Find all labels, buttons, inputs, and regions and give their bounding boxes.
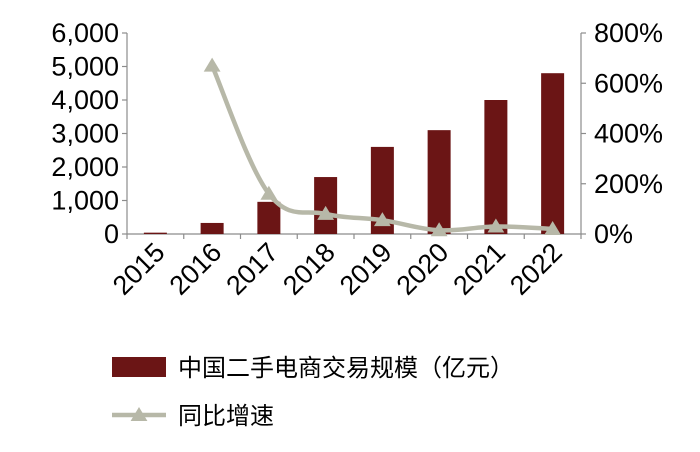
- right-y-tick-label: 400%: [594, 119, 663, 149]
- legend-bar-label: 中国二手电商交易规模（亿元）: [178, 354, 514, 382]
- bar-series: [143, 73, 565, 234]
- growth-marker-2019: [373, 212, 391, 227]
- bar-2019: [370, 146, 394, 234]
- growth-marker-2022: [544, 220, 562, 235]
- right-y-tick-label: 800%: [594, 18, 663, 48]
- left-y-tick-label: 5,000: [51, 52, 119, 82]
- growth-marker-2021: [487, 218, 505, 233]
- growth-line-series: [203, 57, 562, 237]
- growth-marker-2020: [430, 222, 448, 237]
- right-y-tick-labels: 0% 200% 400% 600% 800%: [594, 18, 663, 249]
- bar-2021: [484, 100, 508, 234]
- bar-2018: [314, 177, 338, 234]
- x-tick-label-2020: 2020: [391, 237, 455, 301]
- bar-2015: [143, 232, 167, 234]
- x-tick-label-2017: 2017: [220, 237, 284, 301]
- bar-2022: [541, 73, 565, 234]
- x-tick-label-2016: 2016: [164, 237, 228, 301]
- axes: [122, 32, 586, 239]
- left-y-tick-label: 2,000: [51, 152, 119, 182]
- right-y-tick-label: 200%: [594, 169, 663, 199]
- left-y-tick-label: 1,000: [51, 186, 119, 216]
- legend-line-marker: [130, 407, 148, 421]
- x-tick-label-2021: 2021: [447, 237, 511, 301]
- x-tick-label-2018: 2018: [277, 237, 341, 301]
- left-y-tick-label: 6,000: [51, 18, 119, 48]
- bar-2020: [427, 130, 451, 234]
- left-y-tick-label: 4,000: [51, 85, 119, 115]
- x-tick-label-2019: 2019: [334, 237, 398, 301]
- growth-marker-2016: [203, 57, 221, 72]
- growth-marker-2018: [317, 205, 335, 220]
- legend-line-label: 同比增速: [178, 402, 274, 430]
- right-y-tick-label: 0%: [594, 219, 633, 249]
- x-tick-label-2022: 2022: [504, 237, 568, 301]
- legend: 中国二手电商交易规模（亿元） 同比增速: [112, 354, 514, 430]
- bar-2016: [200, 222, 224, 234]
- left-y-tick-label: 3,000: [51, 119, 119, 149]
- legend-bar-swatch: [112, 357, 166, 377]
- growth-marker-2017: [260, 185, 278, 200]
- left-y-tick-label: 0: [104, 219, 119, 249]
- right-y-tick-label: 600%: [594, 68, 663, 98]
- bar-2017: [257, 201, 281, 234]
